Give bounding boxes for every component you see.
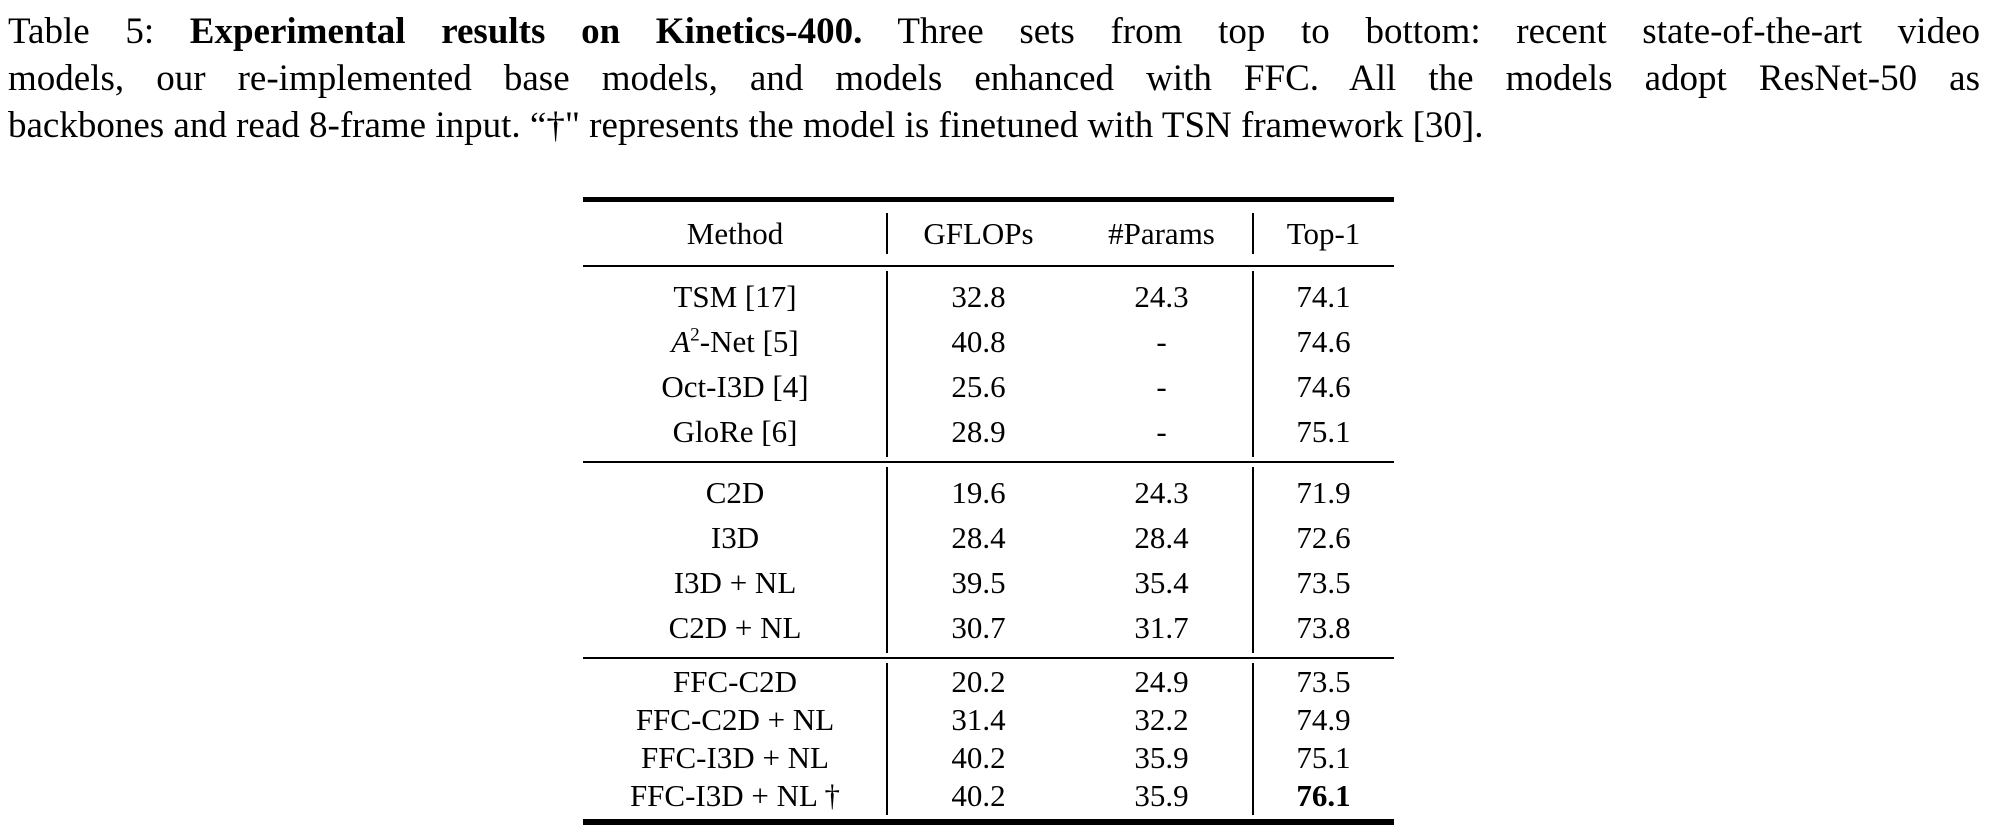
top1-cell: 75.1 (1296, 413, 1351, 449)
params-cell: 24.3 (1134, 278, 1189, 314)
method-cell: TSM [17] (673, 278, 797, 314)
col-header-top1: Top-1 (1286, 215, 1361, 251)
table-row: FFC-I3D + NL 40.2 35.9 75.1 (583, 739, 1394, 777)
top1-cell: 74.9 (1296, 702, 1351, 737)
top1-cell: 75.1 (1296, 740, 1351, 775)
method-rest: -Net [5] (699, 323, 799, 359)
top1-cell: 74.6 (1296, 323, 1351, 359)
gflops-cell: 30.7 (951, 609, 1006, 645)
gflops-cell: 32.8 (951, 278, 1006, 314)
params-cell: 35.9 (1134, 740, 1189, 775)
column-separator (1252, 663, 1254, 815)
gflops-cell: 31.4 (951, 702, 1006, 737)
block-sota: TSM [17] 32.8 24.3 74.1 A2-Net [5] 40.8 … (583, 267, 1394, 461)
col-header-method: Method (686, 215, 784, 251)
table-row: TSM [17] 32.8 24.3 74.1 (583, 274, 1394, 319)
method-cell: GloRe [6] (672, 413, 798, 449)
method-cell: I3D (710, 519, 760, 555)
top1-cell: 74.1 (1296, 278, 1351, 314)
gflops-cell: 40.2 (951, 740, 1006, 775)
gflops-cell: 28.9 (951, 413, 1006, 449)
table-row: GloRe [6] 28.9 - 75.1 (583, 409, 1394, 454)
column-separator (1252, 213, 1254, 254)
method-cell: FFC-C2D (672, 664, 798, 699)
caption-line-1: Table 5: Experimental results on Kinetic… (8, 8, 1980, 55)
table-row: Oct-I3D [4] 25.6 - 74.6 (583, 364, 1394, 409)
caption-line-2: models, our re-implemented base models, … (8, 58, 1980, 99)
mid-rule (583, 265, 1394, 267)
bottom-rule (583, 819, 1394, 825)
params-cell: 24.3 (1134, 474, 1189, 510)
table-caption: Table 5: Experimental results on Kinetic… (8, 8, 1980, 149)
column-separator (886, 271, 888, 457)
method-cell: C2D (705, 474, 765, 510)
header-row: Method GFLOPs #Params Top-1 (583, 202, 1394, 265)
params-cell: - (1156, 413, 1167, 449)
top1-cell: 73.8 (1296, 609, 1351, 645)
table-row: A2-Net [5] 40.8 - 74.6 (583, 319, 1394, 364)
method-superscript: 2 (690, 324, 700, 346)
params-cell: - (1156, 323, 1167, 359)
column-separator (886, 663, 888, 815)
method-math-var: A (671, 323, 691, 359)
params-cell: 35.9 (1134, 778, 1189, 813)
gflops-cell: 39.5 (951, 564, 1006, 600)
params-cell: 35.4 (1134, 564, 1189, 600)
caption-prefix: Table 5: (8, 11, 190, 52)
params-cell: - (1156, 368, 1167, 404)
block-base: C2D 19.6 24.3 71.9 I3D 28.4 28.4 72.6 I3… (583, 463, 1394, 657)
gflops-cell: 19.6 (951, 474, 1006, 510)
table-row: C2D 19.6 24.3 71.9 (583, 470, 1394, 515)
params-cell: 32.2 (1134, 702, 1189, 737)
col-header-params: #Params (1108, 215, 1215, 251)
params-cell: 28.4 (1134, 519, 1189, 555)
method-cell: A2-Net [5] (583, 324, 887, 360)
top-rule (583, 197, 1394, 202)
table-row: I3D + NL 39.5 35.4 73.5 (583, 560, 1394, 605)
params-cell: 31.7 (1134, 609, 1189, 645)
column-separator (1252, 467, 1254, 653)
mid-rule (583, 657, 1394, 659)
gflops-cell: 20.2 (951, 664, 1006, 699)
caption-title: Experimental results on Kinetics-400. (189, 11, 863, 52)
top1-cell-best: 76.1 (1296, 778, 1351, 813)
method-cell: C2D + NL (668, 609, 802, 645)
method-cell: Oct-I3D [4] (661, 368, 809, 404)
table-row: FFC-C2D 20.2 24.9 73.5 (583, 663, 1394, 701)
method-cell: I3D + NL (673, 564, 797, 600)
gflops-cell: 40.2 (951, 778, 1006, 813)
results-table: Method GFLOPs #Params Top-1 TSM [17] 32.… (583, 197, 1394, 825)
top1-cell: 73.5 (1296, 664, 1351, 699)
mid-rule (583, 461, 1394, 463)
column-separator (886, 467, 888, 653)
method-cell: FFC-C2D + NL (635, 702, 835, 737)
top1-cell: 74.6 (1296, 368, 1351, 404)
method-cell: FFC-I3D + NL † (629, 778, 841, 813)
table-row: FFC-I3D + NL † 40.2 35.9 76.1 (583, 777, 1394, 815)
column-separator (1252, 271, 1254, 457)
table-row: I3D 28.4 28.4 72.6 (583, 515, 1394, 560)
caption-line-3: backbones and read 8-frame input. “†" re… (8, 105, 1484, 146)
column-separator (886, 213, 888, 254)
caption-line-1-rest: Three sets from top to bottom: recent st… (862, 11, 1980, 52)
block-ffc: FFC-C2D 20.2 24.9 73.5 FFC-C2D + NL 31.4… (583, 659, 1394, 819)
params-cell: 24.9 (1134, 664, 1189, 699)
top1-cell: 72.6 (1296, 519, 1351, 555)
gflops-cell: 40.8 (951, 323, 1006, 359)
table-row: C2D + NL 30.7 31.7 73.8 (583, 605, 1394, 650)
col-header-gflops: GFLOPs (923, 215, 1034, 251)
gflops-cell: 25.6 (951, 368, 1006, 404)
top1-cell: 73.5 (1296, 564, 1351, 600)
method-cell: FFC-I3D + NL (641, 740, 829, 775)
top1-cell: 71.9 (1296, 474, 1351, 510)
table-row: FFC-C2D + NL 31.4 32.2 74.9 (583, 701, 1394, 739)
gflops-cell: 28.4 (951, 519, 1006, 555)
